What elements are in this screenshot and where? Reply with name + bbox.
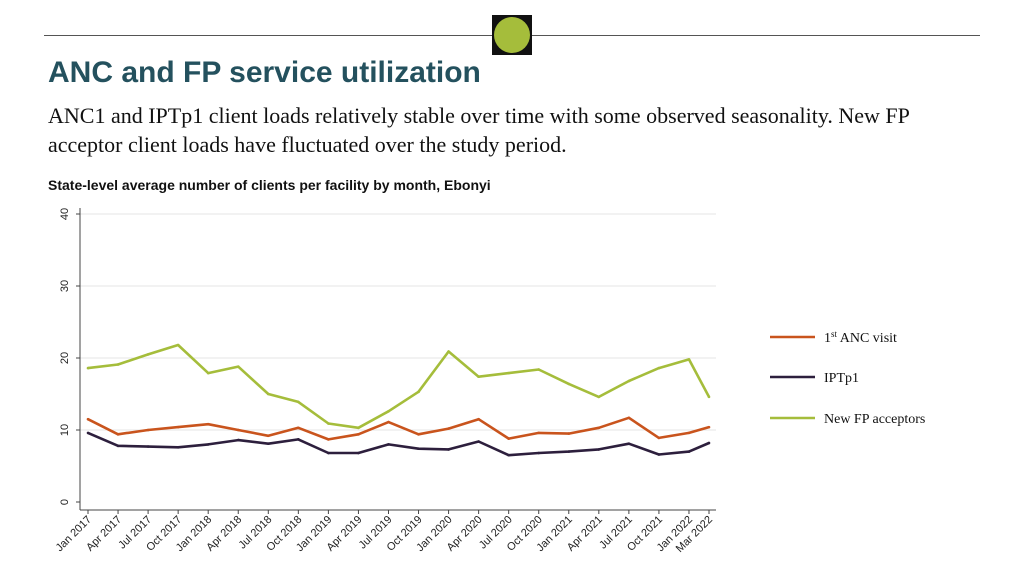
data-point [206, 443, 210, 446]
data-point [567, 432, 571, 435]
data-point [387, 409, 390, 413]
data-point [176, 445, 180, 449]
data-point [86, 417, 90, 421]
data-point [236, 438, 240, 442]
data-point [327, 451, 330, 455]
data-point [447, 350, 450, 353]
data-point [657, 366, 661, 370]
y-tick-label: 40 [59, 208, 71, 220]
data-point [627, 442, 631, 445]
data-point [236, 428, 240, 432]
data-point [206, 422, 210, 426]
data-point [687, 358, 691, 361]
data-point [477, 417, 480, 421]
data-point [537, 368, 541, 371]
data-point [176, 425, 180, 429]
legend-label: IPTp1 [824, 371, 859, 386]
data-point [146, 353, 150, 356]
data-point [447, 427, 450, 430]
data-point [116, 363, 120, 366]
data-point [687, 431, 691, 435]
data-point [387, 420, 390, 424]
data-point [86, 431, 90, 435]
data-point [146, 445, 150, 448]
data-point [116, 433, 120, 436]
series-line [87, 343, 711, 430]
data-point [357, 426, 360, 430]
data-point [417, 390, 420, 394]
y-tick-label: 10 [59, 424, 71, 436]
data-point [417, 433, 420, 436]
data-point [627, 379, 631, 383]
data-point [507, 371, 510, 375]
data-point [477, 440, 480, 443]
data-point [567, 450, 571, 453]
legend-label: 1st ANC visit [824, 329, 897, 346]
data-point [297, 400, 300, 404]
data-point [597, 395, 601, 399]
data-point [266, 442, 270, 445]
data-point [537, 451, 541, 455]
data-point [567, 382, 571, 386]
data-point [116, 444, 120, 448]
data-point [597, 426, 601, 430]
data-point [266, 434, 270, 438]
data-point [297, 426, 300, 430]
data-point [507, 453, 510, 457]
series-line [87, 416, 710, 441]
data-point [707, 395, 711, 399]
data-point [417, 447, 420, 451]
data-point [357, 433, 360, 436]
data-point [657, 453, 661, 456]
data-point [477, 375, 480, 379]
data-point [86, 366, 90, 370]
data-point [687, 450, 691, 453]
data-point [707, 425, 711, 429]
y-tick-label: 0 [59, 499, 71, 505]
page-title: ANC and FP service utilization [48, 56, 481, 89]
data-point [657, 436, 661, 440]
y-tick-label: 20 [59, 352, 71, 364]
data-point [627, 416, 631, 420]
chart-title: State-level average number of clients pe… [48, 177, 491, 193]
brand-logo [492, 15, 532, 55]
data-point [357, 451, 360, 455]
legend-label: New FP acceptors [824, 412, 925, 427]
series-line [87, 431, 710, 457]
data-point [537, 431, 541, 435]
brand-dot-icon [494, 17, 530, 53]
data-point [176, 343, 180, 347]
page-subtitle: ANC1 and IPTp1 client loads relatively s… [48, 103, 910, 157]
data-point [327, 422, 330, 425]
data-point [146, 428, 150, 432]
data-point [206, 371, 210, 375]
data-point [327, 438, 330, 441]
data-point [297, 438, 300, 441]
data-point [387, 443, 390, 446]
y-tick-label: 30 [59, 280, 71, 292]
data-point [707, 441, 711, 445]
data-point [597, 448, 601, 451]
data-point [266, 392, 270, 396]
data-point [447, 448, 450, 451]
data-point [507, 437, 510, 440]
data-point [236, 365, 240, 368]
